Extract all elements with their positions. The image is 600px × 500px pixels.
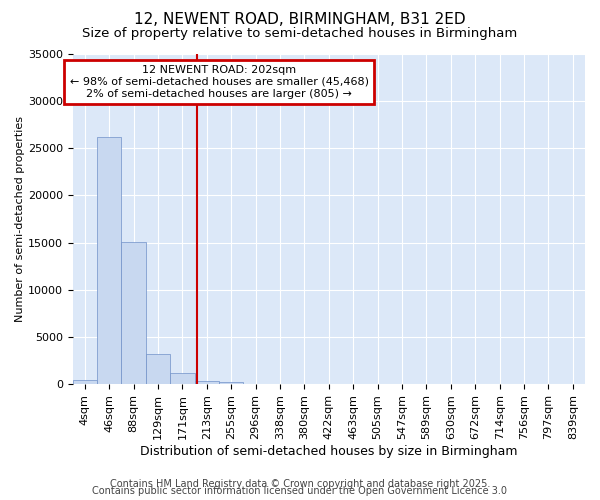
Bar (121, 242, 146, 384)
Text: Contains HM Land Registry data © Crown copyright and database right 2025.: Contains HM Land Registry data © Crown c… (110, 479, 490, 489)
Y-axis label: Number of semi-detached properties: Number of semi-detached properties (15, 116, 25, 322)
Text: Contains public sector information licensed under the Open Government Licence 3.: Contains public sector information licen… (92, 486, 508, 496)
Bar (97, 137, 121, 384)
Bar (146, 354, 170, 384)
X-axis label: Distribution of semi-detached houses by size in Birmingham: Distribution of semi-detached houses by … (140, 444, 518, 458)
Bar (219, 382, 244, 384)
Text: 12, NEWENT ROAD, BIRMINGHAM, B31 2ED: 12, NEWENT ROAD, BIRMINGHAM, B31 2ED (134, 12, 466, 28)
Text: Size of property relative to semi-detached houses in Birmingham: Size of property relative to semi-detach… (82, 28, 518, 40)
Text: 12 NEWENT ROAD: 202sqm
← 98% of semi-detached houses are smaller (45,468)
2% of : 12 NEWENT ROAD: 202sqm ← 98% of semi-det… (70, 66, 368, 98)
Bar (170, 374, 194, 384)
Bar (73, 380, 97, 384)
Bar (194, 380, 219, 384)
